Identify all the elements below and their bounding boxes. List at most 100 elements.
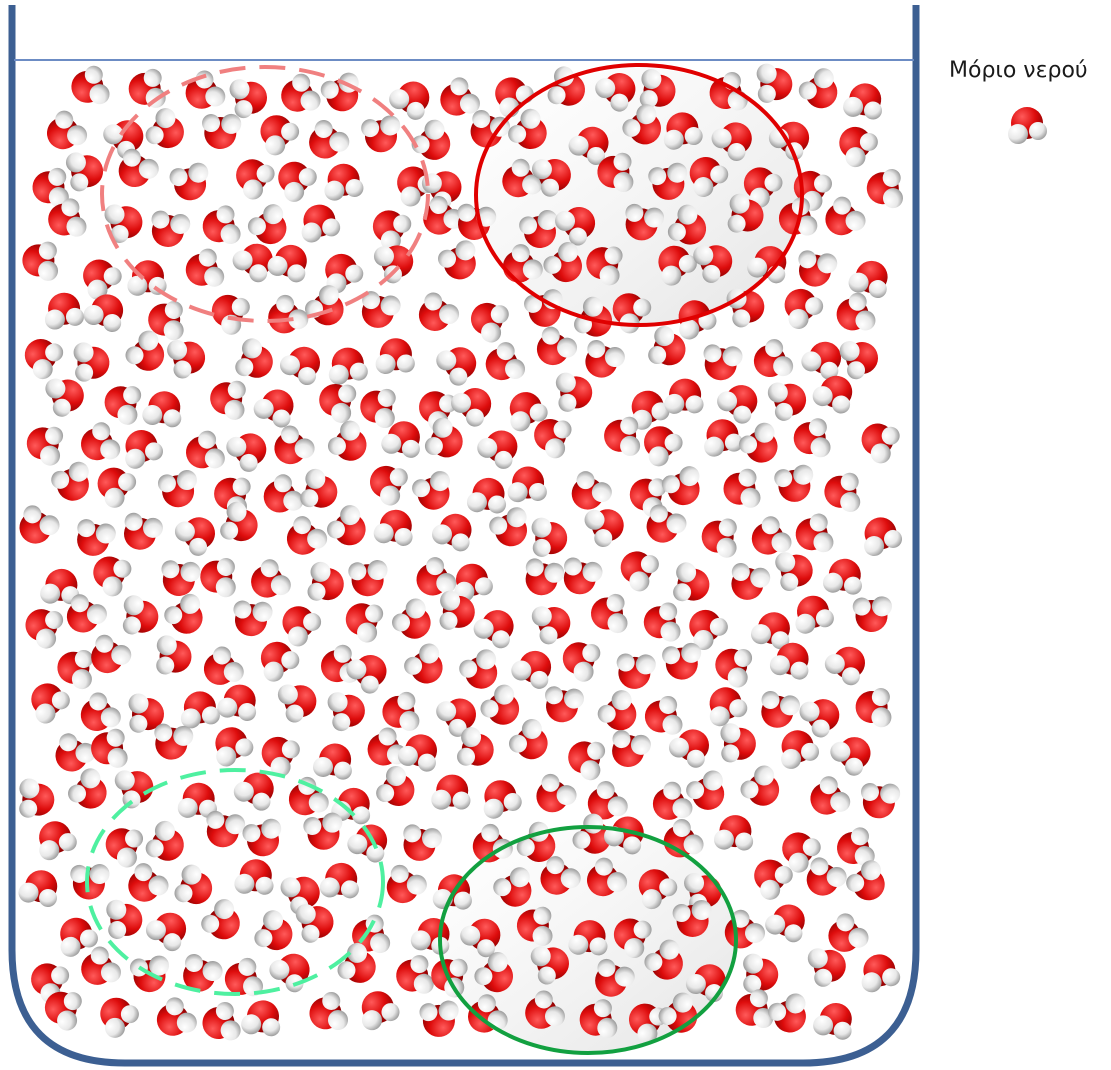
- water-molecule: [9, 498, 64, 553]
- water-molecule: [774, 550, 814, 592]
- water-molecule: [299, 113, 354, 168]
- water-molecule: [273, 597, 328, 651]
- water-molecule: [698, 513, 743, 560]
- water-molecule: [310, 738, 360, 786]
- water-molecule: [662, 375, 708, 419]
- water-molecule: [838, 336, 882, 382]
- water-molecule: [317, 858, 365, 905]
- water-molecule: [232, 855, 280, 901]
- water-molecule: [338, 594, 390, 647]
- water-molecule: [612, 541, 666, 596]
- water-molecule: [382, 691, 420, 731]
- water-molecule: [832, 289, 878, 337]
- beaker-container: [8, 5, 920, 1067]
- water-molecule: [155, 554, 203, 601]
- water-molecule: [157, 469, 198, 508]
- water-molecule: [703, 682, 751, 729]
- water-molecule: [165, 336, 208, 381]
- water-molecule: [265, 419, 319, 473]
- water-molecule: [803, 771, 854, 823]
- water-molecule: [242, 200, 295, 252]
- water-molecule: [432, 338, 484, 391]
- water-molecule: [506, 464, 551, 507]
- water-molecule: [281, 772, 333, 824]
- water-molecule: [141, 903, 196, 958]
- water-molecule: [228, 334, 281, 388]
- water-molecule: [708, 640, 759, 691]
- water-molecule: [222, 425, 274, 478]
- water-molecule: [90, 727, 130, 769]
- water-molecule: [434, 237, 483, 285]
- legend-label: Μόριο νερού: [949, 58, 1088, 83]
- water-molecule: [527, 320, 582, 374]
- water-molecule: [328, 347, 368, 385]
- water-molecule: [723, 468, 761, 508]
- water-molecule: [371, 238, 419, 287]
- water-molecule: [527, 516, 570, 561]
- water-molecule: [68, 512, 119, 563]
- water-molecule: [722, 556, 774, 607]
- water-molecule: [171, 508, 224, 562]
- water-molecule: [305, 989, 350, 1036]
- water-molecule: [603, 723, 655, 774]
- water-molecule: [214, 678, 265, 728]
- water-molecule: [75, 418, 123, 468]
- water-molecule: [369, 761, 423, 816]
- water-molecule: [293, 465, 345, 517]
- water-molecule: [394, 954, 435, 996]
- water-molecule: [370, 504, 420, 553]
- water-molecule: [168, 162, 211, 202]
- water-molecule: [247, 906, 301, 960]
- water-molecule: [582, 502, 629, 551]
- water-molecule: [561, 732, 612, 784]
- water-molecule: [849, 592, 894, 635]
- water-molecule: [590, 592, 630, 634]
- water-molecule: [195, 895, 249, 949]
- water-molecule: [182, 246, 226, 292]
- water-molecule: [538, 680, 587, 728]
- water-molecule: [794, 512, 835, 555]
- region-green-dashed: [85, 768, 385, 996]
- water-molecule: [575, 333, 629, 386]
- water-molecule: [855, 777, 903, 823]
- water-molecule: [149, 992, 201, 1045]
- water-molecule: [17, 599, 70, 653]
- water-molecule: [269, 152, 323, 206]
- water-molecule: [205, 374, 252, 423]
- water-molecule: [792, 593, 836, 635]
- water-molecule: [764, 991, 813, 1038]
- water-molecule: [516, 551, 568, 602]
- water-molecule: [167, 860, 220, 914]
- water-molecule: [418, 413, 471, 467]
- water-molecule: [502, 714, 557, 769]
- water-molecule: [143, 204, 194, 253]
- water-molecule: [227, 149, 282, 204]
- water-molecule: [48, 459, 96, 506]
- water-molecule: [734, 419, 786, 470]
- water-molecule: [74, 251, 128, 304]
- water-molecule: [356, 383, 402, 431]
- water-molecule: [277, 509, 332, 564]
- water-molecule: [761, 896, 815, 950]
- water-molecule: [696, 338, 746, 386]
- water-molecule: [464, 473, 512, 520]
- water-molecule: [298, 202, 342, 244]
- water-molecule: [374, 336, 418, 378]
- water-molecule: [790, 244, 841, 293]
- water-molecule: [858, 952, 902, 994]
- water-molecule: [364, 200, 418, 255]
- water-molecule: [21, 419, 70, 469]
- water-molecule: [53, 644, 99, 692]
- water-molecule: [643, 601, 682, 642]
- water-molecule: [752, 62, 795, 107]
- water-molecule: [526, 767, 581, 822]
- water-molecule: [294, 901, 336, 944]
- water-molecule: [15, 863, 66, 914]
- water-molecule: [409, 469, 456, 514]
- water-molecule: [79, 286, 133, 339]
- water-molecule: [734, 988, 774, 1030]
- water-molecule: [244, 554, 295, 606]
- water-molecule: [429, 771, 475, 816]
- water-molecule: [321, 416, 376, 470]
